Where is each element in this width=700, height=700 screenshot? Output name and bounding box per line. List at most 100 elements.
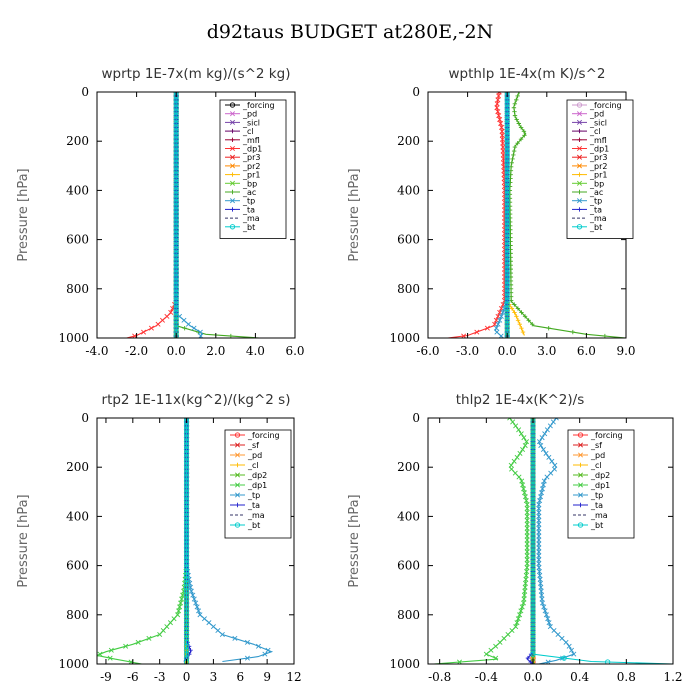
data-point-5-15 bbox=[516, 474, 522, 480]
data-point-9-33 bbox=[183, 545, 190, 551]
data-point-9-10 bbox=[530, 454, 536, 461]
data-point-9-7 bbox=[530, 442, 536, 449]
legend-label: _ma bbox=[247, 511, 265, 520]
data-point-6-7 bbox=[538, 443, 544, 449]
data-point-5-49 bbox=[518, 608, 524, 614]
data-point-leg1-11 bbox=[576, 198, 583, 204]
data-point-9-3 bbox=[183, 427, 190, 433]
data-point-6-6 bbox=[536, 439, 543, 445]
data-point-5-0 bbox=[496, 92, 502, 95]
y-tick-label: 400 bbox=[397, 509, 420, 523]
data-point-14-42 bbox=[504, 254, 510, 260]
data-point-leg0-6 bbox=[229, 154, 236, 160]
data-point-7-60 bbox=[187, 651, 192, 657]
data-point-14-50 bbox=[173, 286, 179, 292]
legend-label: _dp1 bbox=[589, 145, 609, 154]
data-point-9-22 bbox=[183, 501, 190, 508]
data-point-9-46 bbox=[530, 596, 536, 602]
data-point-9-30 bbox=[183, 533, 190, 539]
data-point-14-3 bbox=[504, 101, 510, 107]
data-point-leg0-12 bbox=[230, 207, 235, 212]
data-point-leg0-2 bbox=[229, 119, 236, 125]
data-point-6-48 bbox=[194, 604, 200, 610]
legend-label: _mfl bbox=[589, 136, 607, 145]
data-point-14-60 bbox=[173, 325, 179, 331]
data-point-9-24 bbox=[530, 509, 536, 516]
data-point-9-39 bbox=[183, 568, 190, 575]
data-point-9-5 bbox=[530, 435, 536, 441]
legend-label: _sicl bbox=[589, 118, 607, 127]
y-tick-label: 600 bbox=[66, 233, 89, 247]
data-point-6-34 bbox=[536, 549, 542, 555]
x-tick-label: 0.0 bbox=[523, 670, 542, 684]
data-point-9-31 bbox=[530, 537, 536, 543]
data-point-5-5 bbox=[495, 109, 501, 115]
data-point-5-55 bbox=[157, 631, 163, 637]
data-point-10-61 bbox=[570, 329, 576, 335]
data-point-14-2 bbox=[173, 97, 179, 103]
data-point-9-32 bbox=[530, 541, 536, 547]
data-point-11-58 bbox=[181, 317, 187, 323]
data-point-14-39 bbox=[504, 242, 510, 249]
data-point-14-58 bbox=[504, 317, 510, 323]
data-point-leg2-2 bbox=[234, 452, 241, 458]
data-point-6-10 bbox=[546, 454, 552, 460]
data-point-6-18 bbox=[539, 486, 545, 492]
data-point-8-55 bbox=[509, 306, 515, 311]
data-point-9-19 bbox=[530, 490, 536, 496]
data-point-5-23 bbox=[524, 506, 530, 512]
data-point-6-54 bbox=[551, 628, 557, 634]
data-point-5-58 bbox=[493, 643, 499, 649]
data-point-10-0 bbox=[516, 92, 522, 95]
data-point-9-37 bbox=[530, 560, 536, 567]
panel-3: rtp2 1E-11x(kg^2)/(kg^2 s) Pressure [hPa]… bbox=[16, 392, 302, 684]
data-point-14-19 bbox=[173, 164, 179, 170]
legend-label: _forcing bbox=[589, 101, 622, 110]
data-point-5-48 bbox=[177, 604, 183, 610]
y-tick-label: 200 bbox=[66, 134, 89, 148]
data-point-5-34 bbox=[524, 549, 530, 555]
data-point-5-14 bbox=[500, 144, 506, 150]
data-point-14-20 bbox=[173, 168, 179, 174]
data-point-6-22 bbox=[536, 502, 542, 508]
data-point-9-9 bbox=[183, 450, 190, 457]
legend-label: _cl bbox=[247, 461, 259, 470]
data-point-9-29 bbox=[183, 529, 190, 535]
data-point-5-46 bbox=[521, 596, 527, 602]
data-point-9-60 bbox=[183, 651, 190, 657]
data-point-5-55 bbox=[505, 631, 511, 637]
data-point-6-56 bbox=[232, 635, 238, 641]
data-point-8-58 bbox=[515, 318, 521, 323]
data-point-14-7 bbox=[504, 116, 510, 123]
data-point-5-10 bbox=[499, 128, 505, 134]
data-point-14-41 bbox=[504, 250, 510, 257]
legend-label: _sicl bbox=[242, 118, 260, 127]
data-point-5-1 bbox=[510, 419, 516, 425]
data-point-6-4 bbox=[542, 431, 548, 437]
data-point-14-11 bbox=[504, 132, 510, 138]
data-point-14-26 bbox=[504, 191, 510, 197]
data-point-9-44 bbox=[530, 588, 536, 594]
data-point-leg1-3 bbox=[577, 128, 582, 134]
legend-label: _bt bbox=[590, 521, 603, 530]
data-point-5-52 bbox=[514, 620, 520, 626]
data-point-9-43 bbox=[183, 584, 190, 590]
data-point-9-29 bbox=[530, 529, 536, 535]
data-point-6-20 bbox=[538, 494, 544, 500]
data-point-8-61 bbox=[520, 329, 526, 335]
data-point-6-59 bbox=[568, 647, 575, 653]
data-point-14-31 bbox=[504, 211, 510, 217]
data-point-8-59 bbox=[517, 322, 522, 327]
data-point-9-36 bbox=[530, 557, 536, 563]
data-point-9-28 bbox=[530, 525, 536, 531]
data-point-5-61 bbox=[474, 329, 480, 335]
data-point-14-32 bbox=[173, 215, 179, 221]
data-point-leg1-12 bbox=[577, 207, 582, 212]
data-point-14-50 bbox=[504, 286, 510, 292]
data-point-5-8 bbox=[498, 120, 504, 127]
data-point-9-42 bbox=[183, 580, 190, 586]
data-point-5-10 bbox=[514, 454, 520, 460]
data-point-6-58 bbox=[566, 643, 572, 649]
legend-label: _pd bbox=[242, 110, 257, 119]
data-point-6-49 bbox=[542, 608, 548, 614]
